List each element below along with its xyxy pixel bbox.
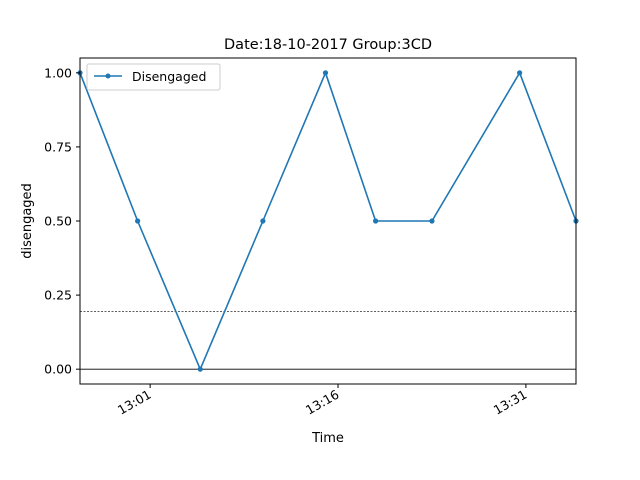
legend-marker xyxy=(105,73,111,79)
legend-box xyxy=(86,63,221,91)
y-tick-label: 0.00 xyxy=(44,362,72,377)
x-tick-label: 13:16 xyxy=(303,387,342,418)
data-point xyxy=(372,218,379,224)
data-point xyxy=(135,218,141,224)
y-axis-label: disengaged xyxy=(20,183,35,259)
y-axis: 0.00 0.25 0.50 0.75 1.00 xyxy=(44,65,80,377)
plot-frame xyxy=(79,57,577,385)
chart-title: Date:18-10-2017 Group:3CD xyxy=(224,37,432,53)
x-tick-label: 13:01 xyxy=(115,387,154,418)
x-axis-label: Time xyxy=(311,431,344,446)
data-point xyxy=(197,366,203,372)
plot-area xyxy=(77,70,579,372)
y-tick-label: 0.25 xyxy=(44,288,72,303)
y-tick-label: 0.50 xyxy=(44,214,72,229)
series-line-0 xyxy=(79,72,577,370)
y-tick-label: 1.00 xyxy=(44,65,72,80)
x-tick-label: 13:31 xyxy=(491,387,530,418)
y-tick-label: 0.75 xyxy=(44,139,72,154)
data-point xyxy=(260,218,266,224)
legend-entry: Disengaged xyxy=(132,69,206,84)
legend: Disengaged xyxy=(86,63,221,91)
data-point xyxy=(322,70,329,76)
x-axis: 13:01 13:16 13:31 xyxy=(115,384,529,418)
data-point xyxy=(517,70,523,76)
data-point xyxy=(429,218,435,224)
